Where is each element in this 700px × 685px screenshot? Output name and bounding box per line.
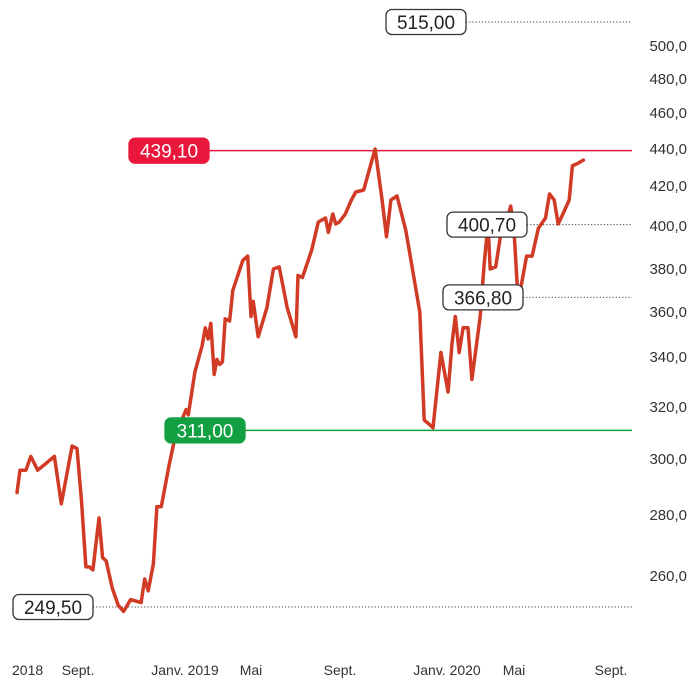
level-lines (93, 21, 632, 608)
badge-value: 439,10 (140, 142, 198, 163)
y-tick-label: 480,0 (649, 71, 687, 88)
x-axis: 2018 Sept. Janv. 2019 Mai Sept. Janv. 2020 Mai… (12, 662, 627, 678)
badge-box (442, 284, 524, 311)
x-tick-label: Sept. (595, 662, 628, 678)
neutral-level-badge: 515,00 (385, 8, 467, 36)
x-tick-label: Mai (503, 662, 526, 678)
y-tick-label: 340,0 (649, 349, 687, 366)
y-tick-label: 420,0 (649, 178, 687, 195)
red-level-badge: 439,10 (128, 137, 210, 164)
y-tick-label: 400,0 (649, 218, 687, 235)
badge-value: 366,80 (454, 288, 512, 309)
green-level-badge: 311,00 (164, 417, 246, 444)
badge-value: 515,00 (397, 13, 455, 34)
badge-value: 311,00 (177, 421, 234, 442)
x-tick-label: Sept. (324, 662, 357, 678)
y-tick-label: 440,0 (649, 141, 687, 158)
badge-value: 249,50 (24, 598, 82, 619)
y-tick-label: 360,0 (649, 304, 687, 321)
y-tick-label: 320,0 (649, 399, 687, 416)
y-tick-label: 280,0 (649, 507, 687, 524)
x-tick-label: Mai (240, 662, 263, 678)
x-tick-label: Sept. (62, 662, 95, 678)
x-tick-label: Janv. 2020 (413, 662, 481, 678)
price-series (15, 147, 586, 614)
x-tick-label: Janv. 2019 (151, 662, 219, 678)
badge-box (12, 593, 94, 621)
price-line (15, 147, 586, 614)
y-tick-label: 300,0 (649, 451, 687, 468)
badge-box (385, 8, 467, 36)
neutral-level-badge: 249,50 (12, 593, 94, 621)
badge-value: 400,70 (458, 216, 516, 237)
badge-box (128, 137, 210, 164)
neutral-level-badge: 400,70 (446, 211, 528, 238)
y-tick-label: 380,0 (649, 261, 687, 278)
badge-box (446, 211, 528, 238)
y-axis: 260,0 280,0 300,0 320,0 340,0 360,0 380,0 400,0… (649, 38, 687, 585)
neutral-level-badge: 366,80 (442, 284, 524, 311)
y-tick-label: 500,0 (649, 38, 687, 55)
level-badges: 515,00 439,10 400,70 366,80 311,00 249,50 (12, 8, 528, 621)
y-tick-label: 460,0 (649, 105, 687, 122)
y-tick-label: 260,0 (649, 568, 687, 585)
x-tick-label: 2018 (12, 662, 43, 678)
badge-box (164, 417, 246, 444)
